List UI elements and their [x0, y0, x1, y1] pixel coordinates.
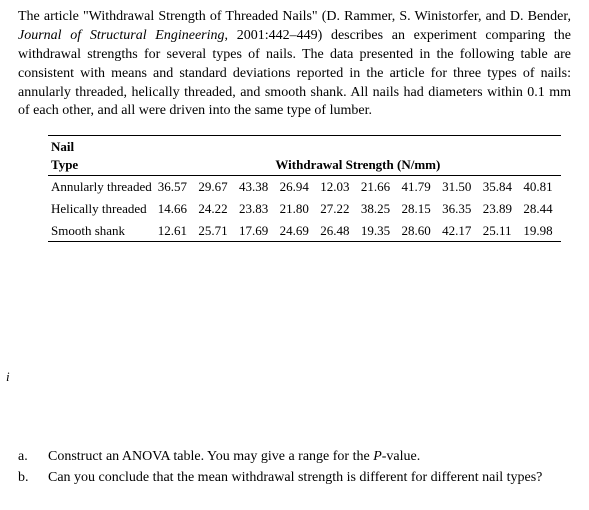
cell: 23.83 [236, 198, 277, 220]
cell: 28.60 [398, 220, 439, 242]
question-letter: a. [18, 448, 48, 467]
cell: 40.81 [520, 176, 561, 198]
qa-text-before: Construct an ANOVA table. You may give a… [48, 449, 373, 464]
cell: 28.15 [398, 198, 439, 220]
cell: 12.03 [317, 176, 358, 198]
cell: 27.22 [317, 198, 358, 220]
question-a: a. Construct an ANOVA table. You may giv… [18, 448, 571, 467]
cell: 23.89 [480, 198, 521, 220]
row-label: Helically threaded [48, 198, 155, 220]
cell: 29.67 [195, 176, 236, 198]
header-line1: Nail [51, 139, 74, 154]
header-line2: Type [51, 157, 78, 172]
cell: 21.66 [358, 176, 399, 198]
cell: 24.69 [277, 220, 318, 242]
row-label: Smooth shank [48, 220, 155, 242]
cell: 43.38 [236, 176, 277, 198]
cell: 36.35 [439, 198, 480, 220]
cell: 26.48 [317, 220, 358, 242]
cell: 17.69 [236, 220, 277, 242]
question-text: Construct an ANOVA table. You may give a… [48, 448, 571, 467]
cell: 42.17 [439, 220, 480, 242]
table-row: Helically threaded 14.66 24.22 23.83 21.… [48, 198, 561, 220]
journal-name: Journal of Structural Engineering [18, 28, 225, 43]
table-row: Annularly threaded 36.57 29.67 43.38 26.… [48, 176, 561, 198]
col-header-nail-type: Nail Type [48, 136, 155, 176]
question-letter: b. [18, 469, 48, 488]
cell: 38.25 [358, 198, 399, 220]
cell: 12.61 [155, 220, 196, 242]
intro-paragraph: The article "Withdrawal Strength of Thre… [18, 8, 571, 121]
questions-block: a. Construct an ANOVA table. You may giv… [18, 448, 571, 490]
cell: 19.35 [358, 220, 399, 242]
cell: 36.57 [155, 176, 196, 198]
col-header-strength: Withdrawal Strength (N/mm) [155, 136, 561, 176]
table-row: Smooth shank 12.61 25.71 17.69 24.69 26.… [48, 220, 561, 242]
qa-text-after: -value. [382, 449, 420, 464]
question-b: b. Can you conclude that the mean withdr… [18, 469, 571, 488]
intro-before-journal: The article "Withdrawal Strength of Thre… [18, 9, 571, 24]
qa-italic: P [373, 449, 382, 464]
cell: 31.50 [439, 176, 480, 198]
data-table-container: Nail Type Withdrawal Strength (N/mm) Ann… [48, 135, 561, 242]
cell: 14.66 [155, 198, 196, 220]
cell: 26.94 [277, 176, 318, 198]
cell: 19.98 [520, 220, 561, 242]
cell: 35.84 [480, 176, 521, 198]
question-text: Can you conclude that the mean withdrawa… [48, 469, 571, 488]
data-table: Nail Type Withdrawal Strength (N/mm) Ann… [48, 135, 561, 242]
cell: 21.80 [277, 198, 318, 220]
cursor-marker: i [6, 368, 10, 386]
row-label: Annularly threaded [48, 176, 155, 198]
cell: 25.71 [195, 220, 236, 242]
cell: 41.79 [398, 176, 439, 198]
cell: 25.11 [480, 220, 521, 242]
cell: 24.22 [195, 198, 236, 220]
cell: 28.44 [520, 198, 561, 220]
